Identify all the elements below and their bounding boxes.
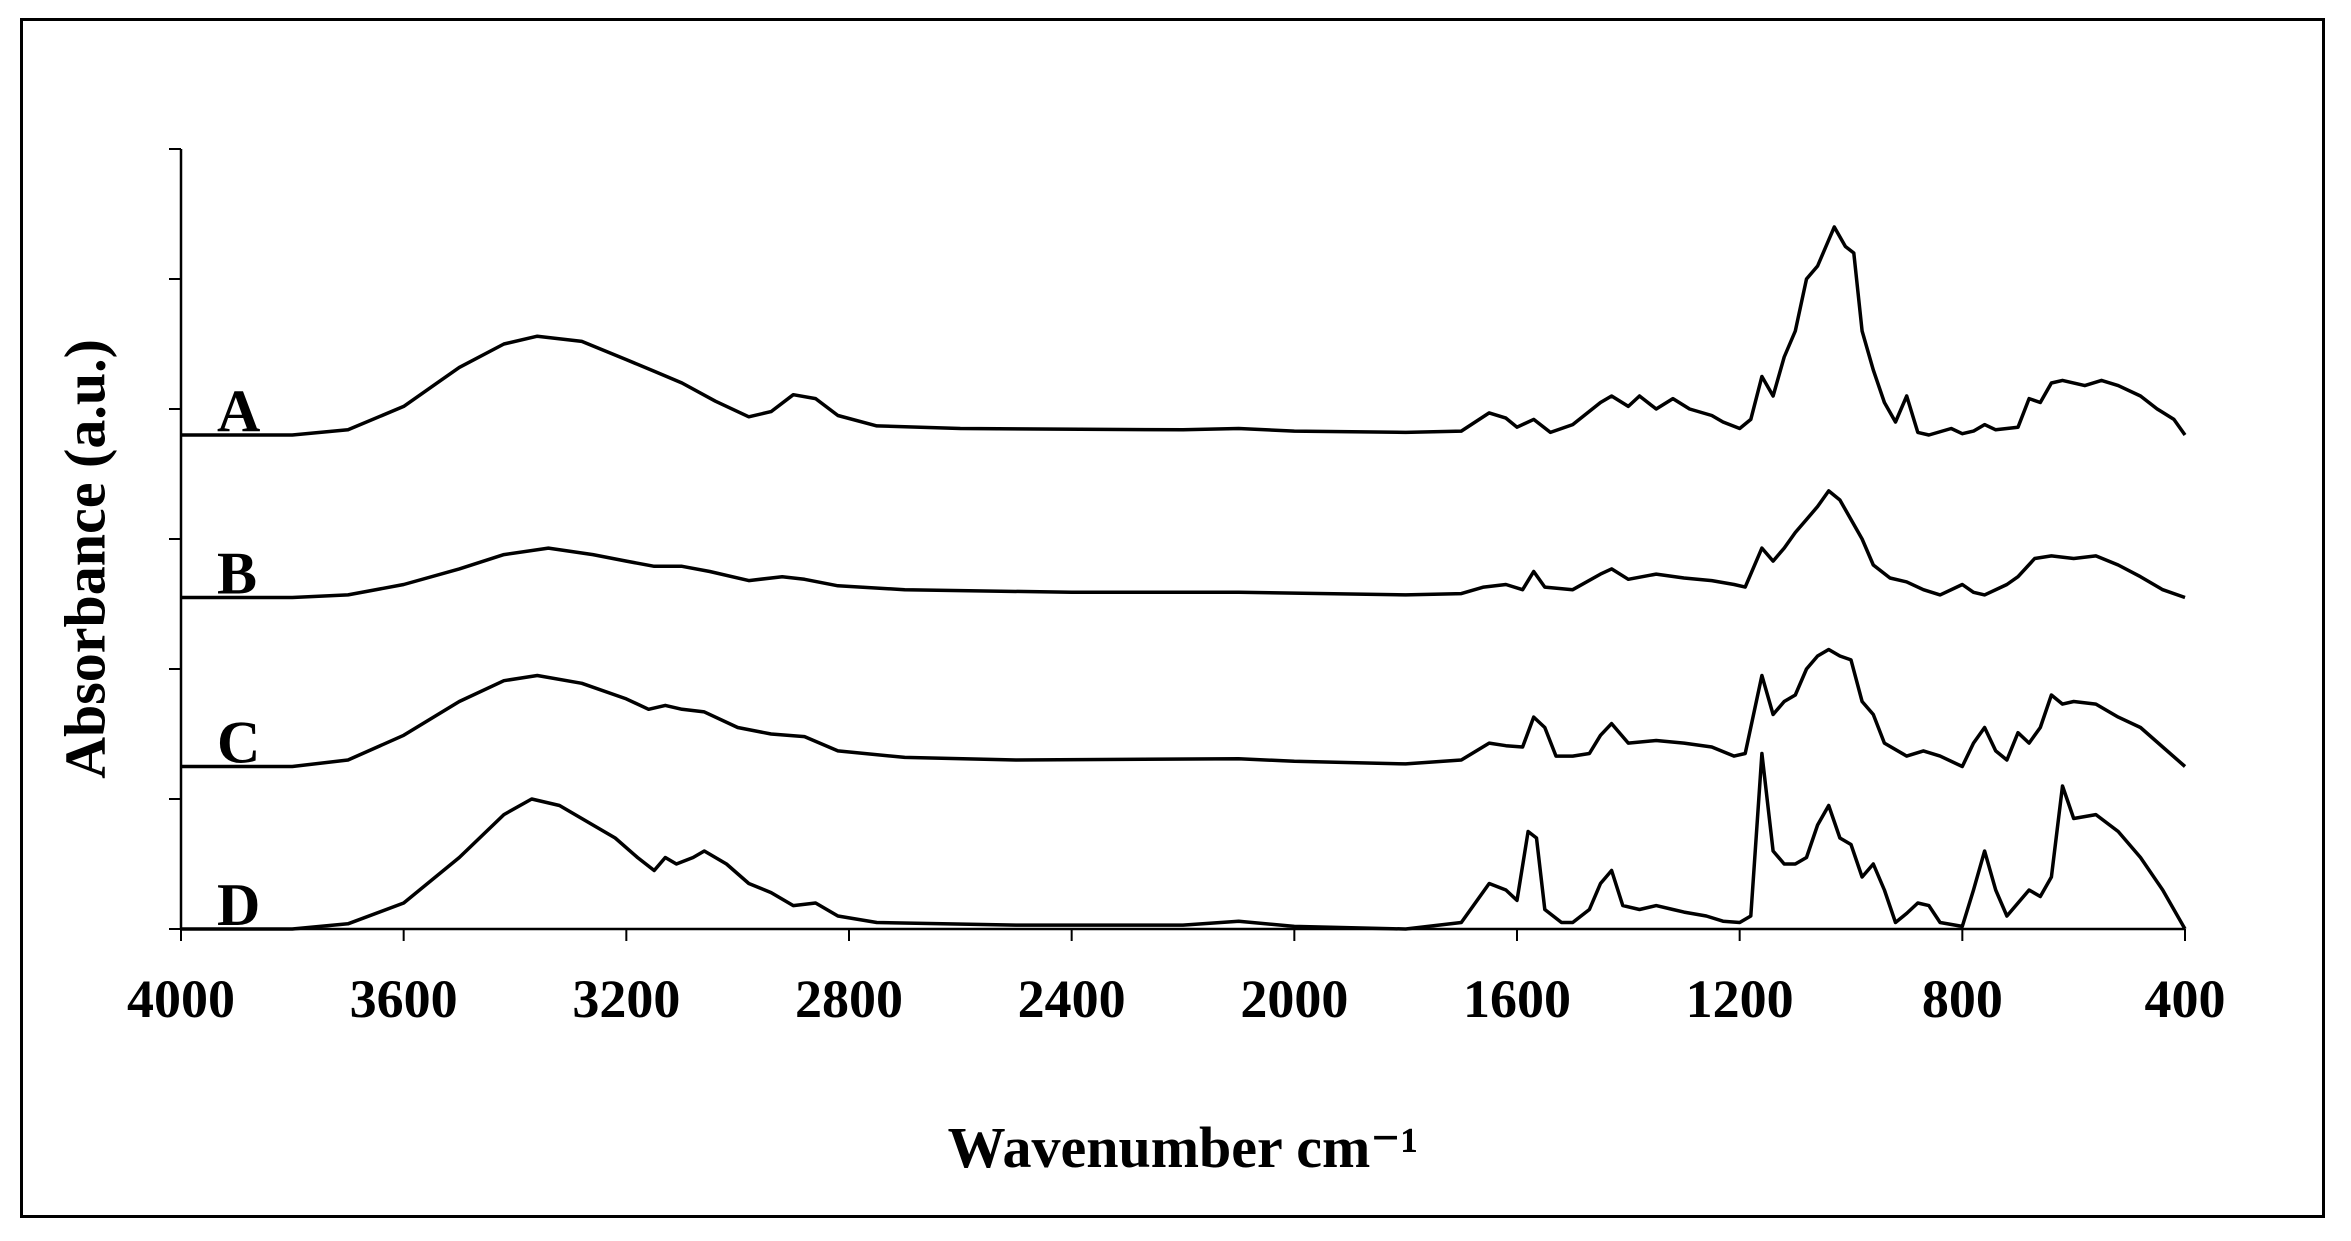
x-tick-label: 2400 xyxy=(1018,969,1126,1029)
series-label-a: A xyxy=(217,378,260,444)
x-tick-label: 1200 xyxy=(1686,969,1794,1029)
series-label-d: D xyxy=(217,872,260,938)
x-tick-label: 3200 xyxy=(572,969,680,1029)
x-axis-label: Wavenumber cm⁻¹ xyxy=(948,1115,1419,1180)
x-tick-label: 400 xyxy=(2145,969,2226,1029)
ftir-spectra-chart: 4000 3600 3200 2800 2400 2000 1600 1200 800 400 A… xyxy=(52,148,2226,1180)
x-ticks: 4000 3600 3200 2800 2400 2000 1600 1200 800 400 xyxy=(127,929,2226,1029)
y-axis-label: Absorbance (a.u.) xyxy=(52,339,117,779)
x-tick-label: 2800 xyxy=(795,969,903,1029)
series-labels: A B C D xyxy=(217,378,260,938)
x-tick-label: 800 xyxy=(1922,969,2003,1029)
axes xyxy=(179,149,2185,931)
spectrum-line-d xyxy=(181,751,2187,931)
spectrum-line-a xyxy=(181,225,2187,437)
spectra xyxy=(181,225,2187,931)
x-tick-label: 1600 xyxy=(1463,969,1571,1029)
spectrum-line-c xyxy=(181,647,2187,769)
y-ticks xyxy=(169,148,181,930)
series-label-b: B xyxy=(217,541,257,607)
x-tick-label: 2000 xyxy=(1240,969,1348,1029)
chart-frame: 4000 3600 3200 2800 2400 2000 1600 1200 800 400 A… xyxy=(20,18,2325,1218)
x-tick-label: 3600 xyxy=(350,969,458,1029)
spectrum-line-b xyxy=(181,489,2186,600)
x-tick-label: 4000 xyxy=(127,969,235,1029)
series-label-c: C xyxy=(217,710,260,776)
